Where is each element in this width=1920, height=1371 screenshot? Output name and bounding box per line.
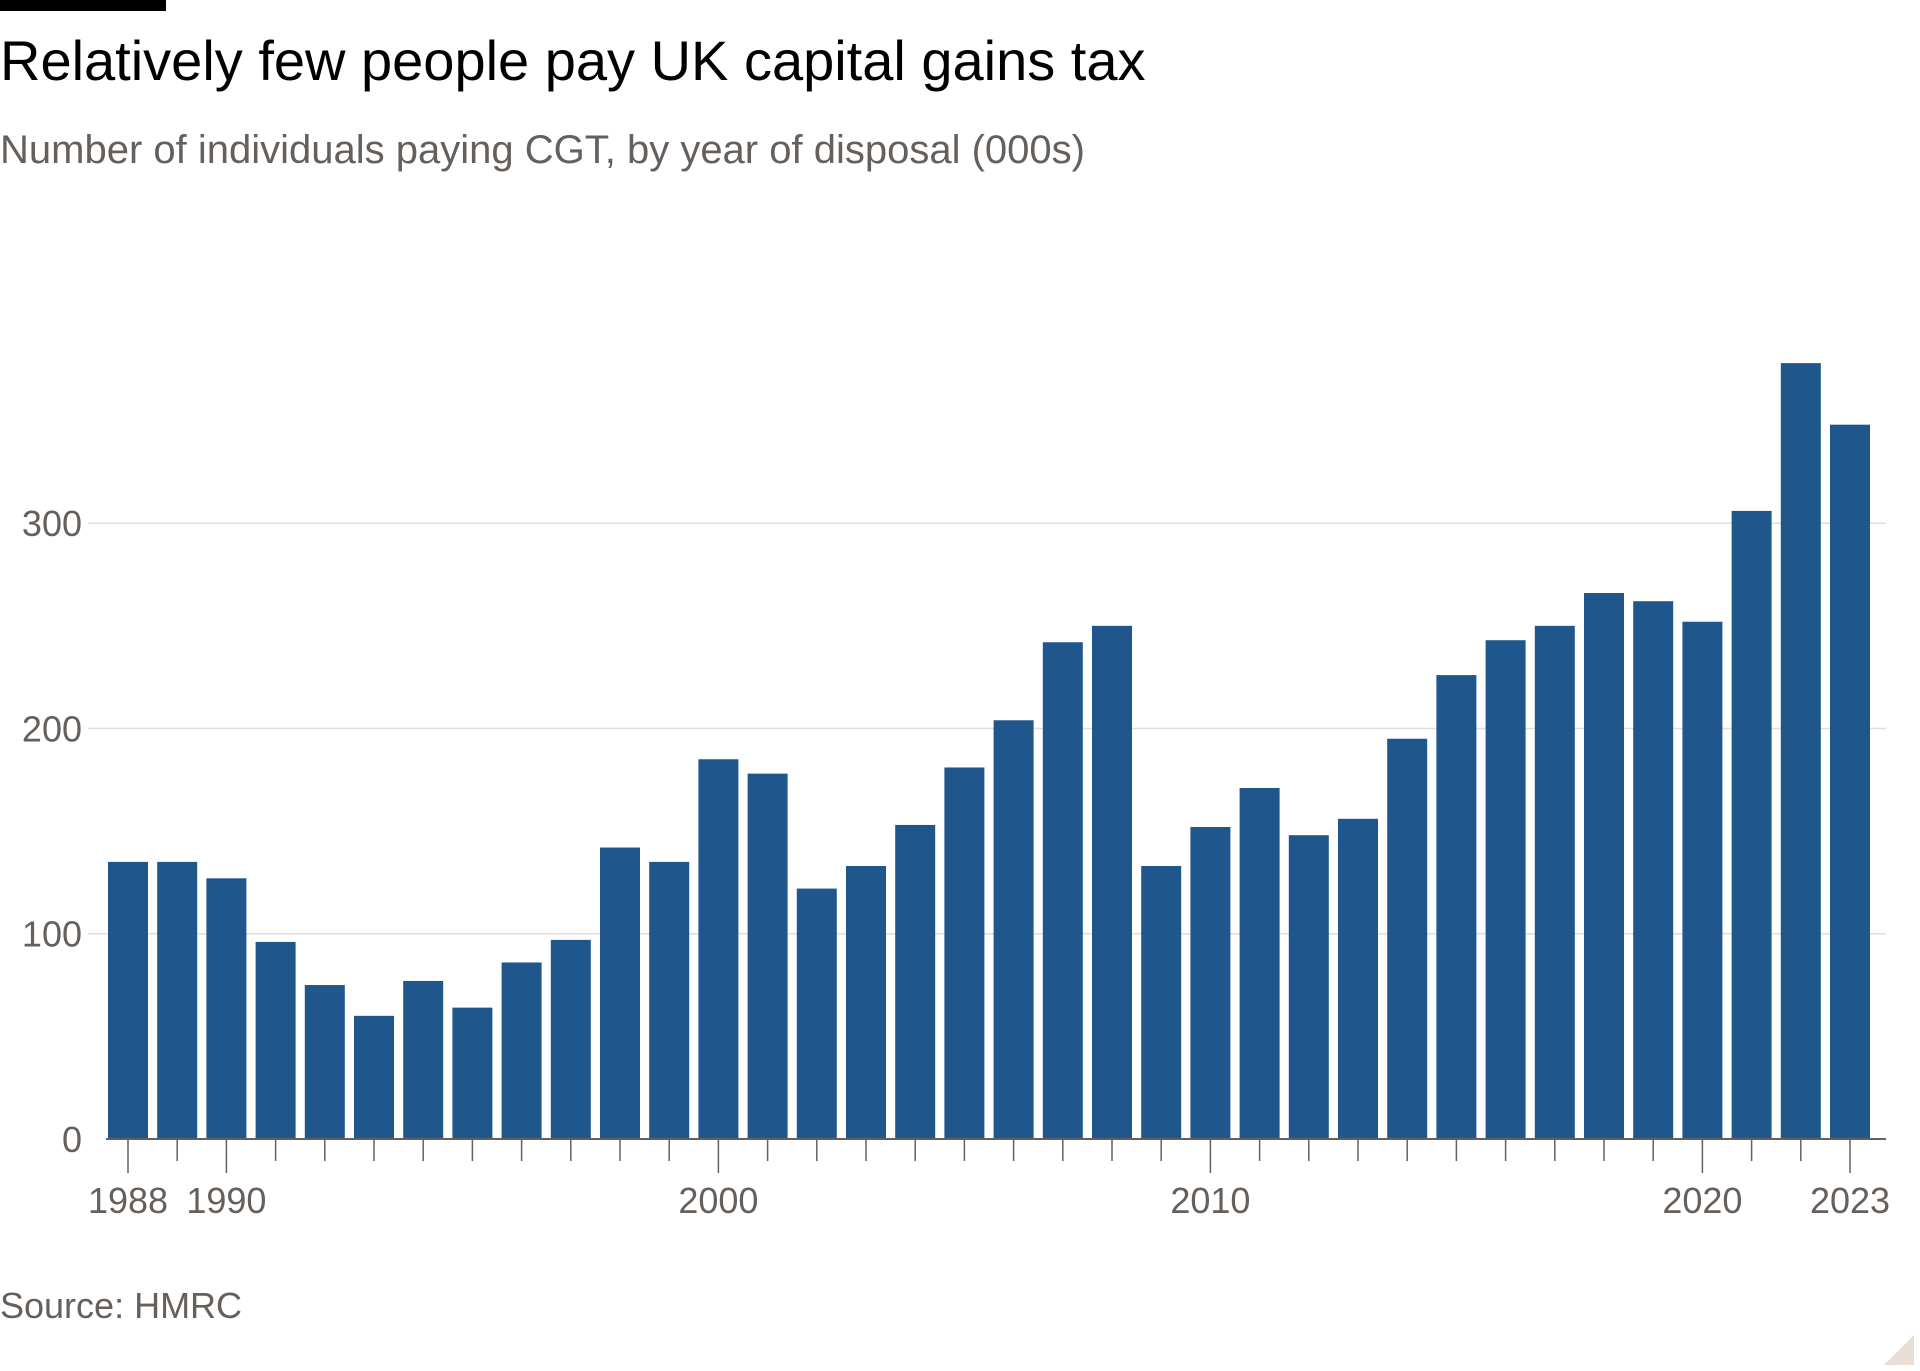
y-tick-label-0: 0 — [62, 1119, 82, 1160]
bar-2004 — [895, 824, 936, 1139]
bar-2007 — [1042, 642, 1083, 1139]
y-tick-label-300: 300 — [22, 503, 82, 544]
x-tick-label-1990: 1990 — [186, 1180, 266, 1221]
y-tick-label-100: 100 — [22, 914, 82, 955]
x-tick-label-1988: 1988 — [88, 1180, 168, 1221]
bar-1988 — [108, 861, 148, 1139]
bar-2010 — [1190, 827, 1231, 1139]
bar-2011 — [1239, 788, 1280, 1139]
bar-2014 — [1387, 738, 1428, 1139]
bar-1994 — [403, 980, 444, 1139]
bar-1995 — [452, 1007, 493, 1139]
chart-subtitle: Number of individuals paying CGT, by yea… — [0, 128, 1085, 172]
bar-2023 — [1830, 424, 1870, 1139]
bar-2016 — [1485, 640, 1526, 1139]
bar-1992 — [304, 985, 345, 1139]
y-tick-label-200: 200 — [22, 708, 82, 749]
source-note: Source: HMRC — [0, 1285, 243, 1326]
bar-2002 — [796, 888, 837, 1139]
bar-2008 — [1092, 625, 1132, 1139]
bar-2018 — [1584, 593, 1624, 1139]
bar-2022 — [1780, 363, 1821, 1139]
bar-1993 — [354, 1015, 394, 1139]
bar-2017 — [1534, 625, 1575, 1139]
brand-bar — [0, 0, 166, 11]
chart-title: Relatively few people pay UK capital gai… — [0, 29, 1146, 92]
bar-2003 — [846, 866, 886, 1139]
bar-2005 — [944, 767, 985, 1139]
bar-2019 — [1633, 601, 1674, 1139]
bar-1991 — [255, 941, 296, 1139]
corner-mark — [1884, 1335, 1914, 1365]
x-tick-label-2023: 2023 — [1810, 1180, 1890, 1221]
x-tick-label-2010: 2010 — [1170, 1180, 1250, 1221]
bar-2001 — [747, 773, 788, 1139]
x-axis-labels: 1988 1990 2000 2010 2020 2023 — [88, 1180, 1890, 1221]
y-axis-labels: 0 100 200 300 — [22, 503, 82, 1160]
bar-2021 — [1731, 510, 1772, 1139]
bar-1998 — [600, 847, 640, 1139]
bar-2006 — [993, 720, 1034, 1139]
x-tick-label-2020: 2020 — [1662, 1180, 1742, 1221]
x-tick-label-2000: 2000 — [678, 1180, 758, 1221]
bar-2009 — [1141, 866, 1182, 1139]
bar-2013 — [1338, 818, 1378, 1139]
bar-1990 — [206, 878, 247, 1139]
bar-1997 — [550, 939, 591, 1139]
bar-2012 — [1288, 835, 1329, 1139]
bars — [108, 363, 1870, 1139]
bar-1999 — [649, 861, 690, 1139]
bar-2015 — [1436, 675, 1477, 1139]
bar-1996 — [501, 962, 542, 1139]
bar-2020 — [1682, 621, 1723, 1139]
bar-chart: 0 100 200 300 1988 1990 2000 2010 2020 2023 — [22, 363, 1890, 1221]
bar-2000 — [698, 759, 739, 1139]
bar-1989 — [157, 861, 198, 1139]
x-axis — [106, 1138, 1886, 1173]
